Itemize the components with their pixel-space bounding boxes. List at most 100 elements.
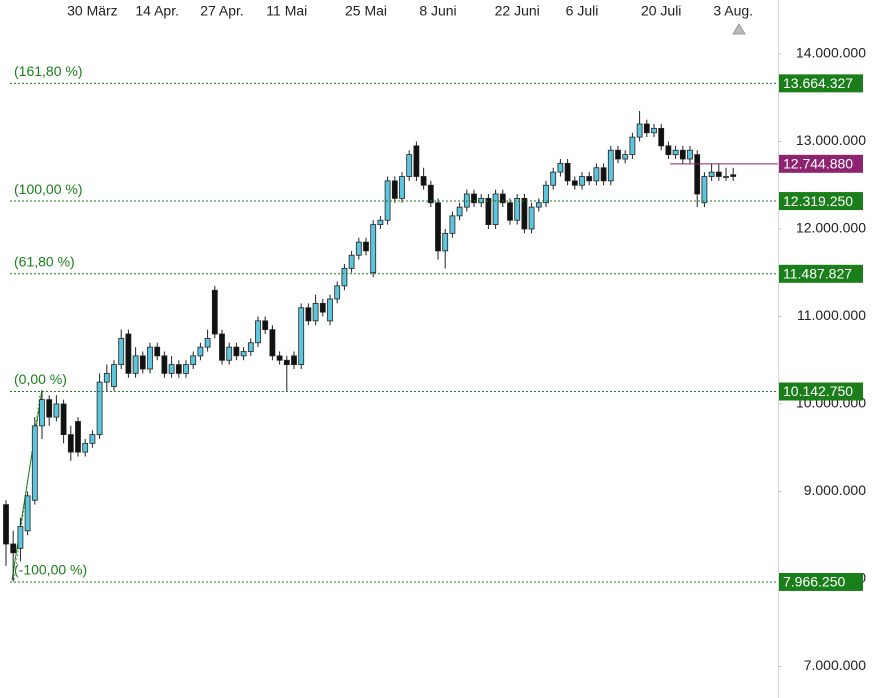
candle-body — [269, 329, 276, 357]
x-tick-label: 14 Apr. — [135, 3, 179, 19]
x-tick-label: 8 Juni — [419, 3, 456, 19]
candle-body — [672, 149, 679, 156]
candle-body — [305, 307, 312, 322]
candle-body — [291, 355, 297, 366]
candle-body — [3, 504, 9, 545]
candle-body — [211, 289, 218, 335]
candle-body — [17, 526, 24, 549]
candle-body — [334, 285, 341, 300]
candle-body — [600, 167, 607, 182]
candle-body — [190, 355, 197, 366]
candle-body — [283, 359, 290, 366]
candle-body — [643, 123, 650, 134]
candle-body — [708, 171, 715, 177]
last-price-label: 12.744.880 — [783, 156, 853, 172]
fib-label: (100,00 %) — [14, 181, 82, 197]
candle-body — [449, 215, 456, 234]
candle-body — [312, 302, 319, 322]
candle-body — [586, 176, 593, 182]
candle-body — [391, 180, 398, 199]
candle-body — [39, 399, 45, 427]
candle-body — [53, 403, 60, 418]
candle-body — [723, 176, 729, 178]
candle-body — [341, 267, 348, 287]
price-tag-label: 11.487.827 — [783, 266, 852, 282]
fib-label: (0,00 %) — [14, 371, 67, 387]
y-tick-label: 9.000.000 — [804, 482, 866, 498]
fib-label: (161,80 %) — [14, 63, 82, 79]
candle-body — [10, 543, 17, 554]
candle-body — [377, 219, 384, 226]
candle-body — [557, 162, 564, 173]
candle-body — [147, 346, 153, 370]
candle-body — [82, 442, 89, 453]
candle-body — [478, 197, 485, 204]
candle-body — [175, 364, 182, 374]
price-tag-label: 13.664.327 — [783, 75, 853, 91]
candle-body — [276, 355, 283, 361]
candle-body — [550, 171, 557, 186]
fib-trend-line — [11, 389, 43, 581]
last-price-tag — [779, 154, 863, 173]
candle-body — [60, 403, 67, 436]
candle-body — [636, 123, 643, 138]
candle-body — [161, 355, 168, 374]
candle-body — [463, 193, 470, 208]
price-tag-label: 10.142.750 — [783, 383, 853, 399]
scroll-marker[interactable] — [732, 23, 746, 35]
candle-body — [118, 337, 125, 366]
candle-body — [615, 149, 621, 160]
candle-body — [435, 202, 441, 252]
price-tag — [779, 264, 863, 283]
candle-body — [89, 434, 96, 444]
price-tag — [779, 74, 863, 93]
candle-body — [579, 176, 585, 186]
price-tag — [779, 572, 863, 591]
candle-body — [183, 364, 189, 374]
candle-body — [384, 180, 391, 221]
candle-body — [701, 176, 708, 204]
price-tag-label: 7.966.250 — [783, 574, 845, 590]
candle-body — [262, 320, 269, 331]
candle-body — [139, 355, 146, 370]
y-tick-label: 14.000.000 — [796, 45, 866, 61]
candle-body — [31, 425, 38, 501]
candle-body — [499, 193, 506, 204]
candle-body — [399, 176, 405, 199]
candle-body — [355, 241, 362, 256]
candle-body — [485, 197, 492, 226]
candle-body — [24, 495, 31, 532]
candle-body — [219, 333, 225, 361]
y-tick-label: 11.000.000 — [797, 307, 866, 323]
y-tick-label: 7.000.000 — [804, 657, 866, 673]
candle-body — [471, 193, 477, 204]
candle-body — [456, 206, 463, 217]
candle-body — [665, 145, 672, 156]
candle-body — [111, 364, 117, 387]
candle-body — [687, 149, 693, 160]
candle-body — [370, 224, 377, 274]
candle-body — [730, 174, 737, 177]
candle-body — [103, 372, 110, 383]
x-tick-label: 27 Apr. — [200, 3, 244, 19]
y-tick-label: 13.000.000 — [796, 132, 866, 148]
x-tick-label: 6 Juli — [566, 3, 599, 19]
candle-body — [67, 434, 74, 453]
x-tick-label: 3 Aug. — [713, 3, 753, 19]
candle-body — [442, 232, 449, 252]
candle-body — [514, 197, 521, 221]
candle-body — [233, 346, 240, 357]
candle-body — [607, 149, 614, 182]
candle-body — [406, 154, 413, 177]
candle-body — [679, 149, 686, 160]
candle-body — [629, 136, 636, 156]
candle-body — [658, 127, 665, 147]
candle-body — [593, 167, 600, 182]
candle-body — [571, 180, 578, 186]
candle-body — [694, 154, 701, 195]
price-tag-label: 12.319.250 — [783, 193, 853, 209]
candle-body — [528, 206, 535, 230]
candle-body — [204, 337, 211, 348]
